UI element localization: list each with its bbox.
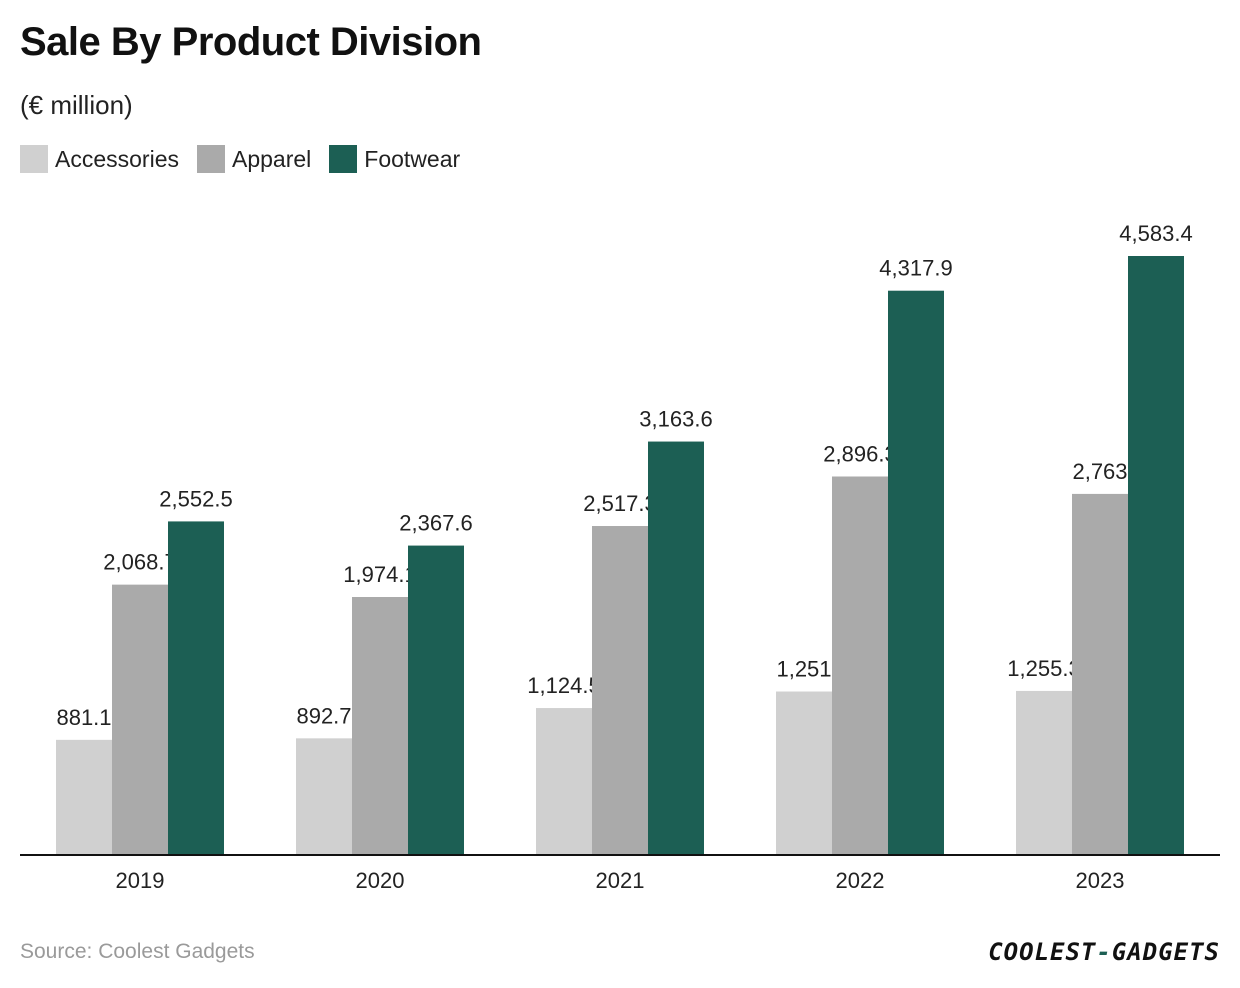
legend-label-footwear: Footwear	[364, 145, 461, 172]
legend-item-accessories: Accessories	[20, 145, 179, 173]
chart-subtitle: (€ million)	[20, 90, 133, 120]
bar-accessories-2023	[1016, 690, 1072, 855]
data-label-footwear-2019: 2,552.5	[159, 486, 232, 511]
legend-swatch-accessories	[20, 145, 48, 173]
legend-swatch-footwear	[329, 145, 358, 173]
chart-title: Sale By Product Division	[20, 20, 482, 64]
brand-logo: COOLEST-GADGETS	[988, 938, 1220, 966]
x-tick-label-2019: 2019	[116, 868, 165, 893]
bar-accessories-2020	[296, 738, 352, 855]
x-tick-label-2022: 2022	[836, 868, 885, 893]
bar-apparel-2023	[1072, 493, 1128, 855]
bar-apparel-2022	[832, 476, 888, 855]
legend-label-accessories: Accessories	[55, 145, 179, 172]
data-label-apparel-2019: 2,068.7	[103, 550, 176, 575]
x-tick-label-2020: 2020	[356, 868, 405, 893]
bar-footwear-2019	[168, 521, 224, 855]
data-label-footwear-2020: 2,367.6	[399, 511, 472, 536]
data-label-footwear-2022: 4,317.9	[879, 256, 952, 281]
data-label-accessories-2021: 1,124.5	[527, 673, 600, 698]
logo-text-right: GADGETS	[1111, 938, 1220, 966]
bar-footwear-2021	[648, 441, 704, 855]
source-note: Source: Coolest Gadgets	[20, 940, 255, 963]
data-label-accessories-2022: 1,251	[776, 657, 831, 682]
x-tick-label-2021: 2021	[596, 868, 645, 893]
data-label-apparel-2023: 2,763	[1072, 459, 1127, 484]
legend-item-apparel: Apparel	[196, 145, 312, 173]
logo-dash: -	[1096, 938, 1112, 966]
data-label-accessories-2023: 1,255.3	[1007, 656, 1080, 681]
bar-apparel-2020	[352, 597, 408, 855]
chart-legend: Accessories Apparel Footwear	[20, 145, 460, 173]
bar-accessories-2022	[776, 691, 832, 855]
data-label-accessories-2019: 881.1	[56, 705, 111, 730]
bar-footwear-2023	[1128, 256, 1184, 855]
x-tick-label-2023: 2023	[1076, 868, 1125, 893]
bar-accessories-2019	[56, 739, 112, 855]
data-label-footwear-2023: 4,583.4	[1119, 221, 1192, 246]
data-label-footwear-2021: 3,163.6	[639, 407, 712, 432]
data-label-apparel-2021: 2,517.3	[583, 491, 656, 516]
legend-swatch-apparel	[196, 145, 225, 173]
bar-footwear-2020	[408, 545, 464, 855]
data-label-apparel-2020: 1,974.1	[343, 562, 416, 587]
bar-apparel-2019	[112, 584, 168, 855]
legend-label-apparel: Apparel	[231, 145, 312, 172]
data-label-apparel-2022: 2,896.3	[823, 441, 896, 466]
bar-footwear-2022	[888, 290, 944, 855]
legend-item-footwear: Footwear	[329, 145, 460, 173]
data-label-accessories-2020: 892.7	[296, 703, 351, 728]
logo-text-left: COOLEST	[988, 938, 1097, 966]
bar-apparel-2021	[592, 526, 648, 855]
bar-accessories-2021	[536, 708, 592, 855]
